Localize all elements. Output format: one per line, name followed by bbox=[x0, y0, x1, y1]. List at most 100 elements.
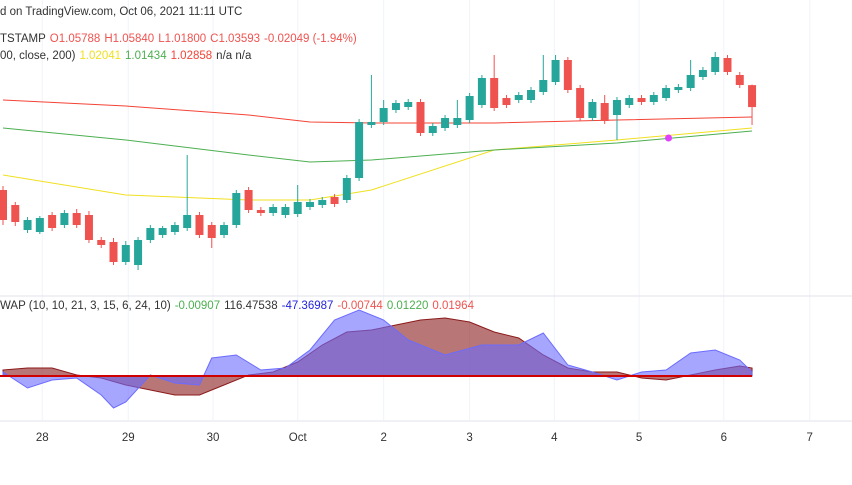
candle-body bbox=[649, 95, 658, 102]
candle-body bbox=[674, 87, 683, 90]
indicator-label: WAP (10, 10, 21, 3, 15, 6, 24, 10) bbox=[0, 300, 171, 312]
candle-body bbox=[232, 193, 241, 225]
candle-body bbox=[563, 60, 572, 90]
indicator-legend: WAP (10, 10, 21, 3, 15, 6, 24, 10) -0.009… bbox=[0, 300, 478, 312]
indicator-value: -0.00907 bbox=[174, 300, 221, 312]
candle-body bbox=[72, 213, 81, 225]
candle-body bbox=[711, 57, 720, 72]
ohlc-value: C1.03593 bbox=[210, 33, 261, 45]
candle-body bbox=[588, 102, 597, 118]
candle-body bbox=[514, 95, 523, 100]
candle-body bbox=[195, 215, 204, 235]
candle-body bbox=[662, 88, 671, 98]
candle-body bbox=[134, 240, 143, 265]
candle-body bbox=[183, 215, 192, 228]
x-tick-label: 29 bbox=[122, 432, 135, 444]
candle-body bbox=[35, 218, 44, 232]
candle-body bbox=[220, 225, 229, 235]
ma-value: 1.01434 bbox=[125, 50, 167, 62]
candle-body bbox=[698, 70, 707, 77]
price-legend: TSTAMP O1.05788 H1.05840 L1.01800 C1.03593 -0… bbox=[0, 33, 361, 45]
x-tick-label: 4 bbox=[551, 432, 558, 444]
candle-body bbox=[453, 118, 462, 125]
indicator-value: -0.00744 bbox=[337, 300, 383, 312]
x-tick-label: 3 bbox=[466, 432, 472, 444]
symbol: TSTAMP bbox=[0, 33, 46, 45]
candle-body bbox=[723, 58, 732, 72]
candle-body bbox=[735, 75, 744, 85]
candle-body bbox=[23, 220, 32, 230]
candle-body bbox=[318, 200, 327, 205]
candle-body bbox=[109, 242, 118, 262]
candle-body bbox=[416, 102, 425, 133]
candle-body bbox=[379, 108, 388, 122]
moving-average bbox=[2, 127, 753, 163]
candle-body bbox=[0, 190, 7, 220]
x-tick-label: 6 bbox=[721, 432, 727, 444]
candle-body bbox=[551, 60, 560, 82]
candle-body bbox=[11, 205, 20, 222]
moving-average bbox=[2, 99, 753, 124]
candle-body bbox=[97, 240, 106, 245]
candle-body bbox=[305, 202, 314, 207]
indicator-area bbox=[2, 309, 753, 409]
ohlc-value: -0.02049 (-1.94%) bbox=[264, 33, 357, 45]
candle-body bbox=[404, 102, 413, 107]
ma-na: n/a n/a bbox=[216, 50, 252, 62]
indicator-value: 116.47538 bbox=[224, 300, 278, 312]
ma-legend: 00, close, 200) 1.02041 1.01434 1.02858 n/a … bbox=[0, 50, 255, 62]
candle-body bbox=[625, 98, 634, 105]
candle-body bbox=[391, 103, 400, 110]
candle-body bbox=[84, 215, 93, 240]
indicator-value: 0.01964 bbox=[432, 300, 474, 312]
ohlc-value: H1.05840 bbox=[104, 33, 155, 45]
candle-body bbox=[612, 100, 621, 115]
x-tick-label: 30 bbox=[207, 432, 220, 444]
x-tick-label: 7 bbox=[807, 432, 813, 444]
candle-body bbox=[293, 202, 302, 214]
candle-body bbox=[207, 225, 216, 238]
candle-body bbox=[576, 88, 585, 118]
candle-body bbox=[502, 98, 511, 105]
candle-body bbox=[330, 197, 339, 204]
candle-body bbox=[477, 78, 486, 105]
x-tick-label: Oct bbox=[289, 432, 308, 444]
candle-body bbox=[256, 210, 265, 213]
candle-body bbox=[600, 103, 609, 121]
candle-body bbox=[342, 178, 351, 200]
candle-body bbox=[428, 126, 437, 133]
candle-body bbox=[269, 207, 278, 213]
candle-body bbox=[244, 190, 253, 210]
candle-body bbox=[158, 228, 167, 235]
ma-label: 00, close, 200) bbox=[0, 50, 76, 62]
x-tick-label: 2 bbox=[380, 432, 386, 444]
candle-body bbox=[121, 245, 130, 262]
ohlc-value: O1.05788 bbox=[49, 33, 101, 45]
indicator-value: -47.36987 bbox=[281, 300, 334, 312]
candle-body bbox=[48, 215, 57, 228]
indicator-value: 0.01220 bbox=[386, 300, 429, 312]
moving-average bbox=[2, 127, 753, 201]
candle-body bbox=[170, 225, 179, 232]
signal-dot bbox=[665, 134, 673, 142]
header-text: d on TradingView.com, Oct 06, 2021 11:11… bbox=[0, 6, 243, 18]
candle-body bbox=[367, 122, 376, 125]
x-tick-label: 5 bbox=[636, 432, 642, 444]
candle-body bbox=[637, 98, 646, 102]
candle-body bbox=[281, 207, 290, 215]
ma-value: 1.02858 bbox=[170, 50, 213, 62]
header: d on TradingView.com, Oct 06, 2021 11:11… bbox=[0, 6, 246, 18]
candle-body bbox=[355, 122, 364, 178]
candle-body bbox=[490, 78, 499, 108]
ohlc-value: L1.01800 bbox=[158, 33, 207, 45]
candle-body bbox=[686, 75, 695, 88]
candle-body bbox=[527, 90, 536, 100]
ma-value: 1.02041 bbox=[79, 50, 122, 62]
candle-body bbox=[441, 118, 450, 128]
x-tick-label: 28 bbox=[36, 432, 49, 444]
candle-body bbox=[748, 85, 757, 108]
candle-body bbox=[146, 228, 155, 240]
candle-body bbox=[465, 96, 474, 120]
